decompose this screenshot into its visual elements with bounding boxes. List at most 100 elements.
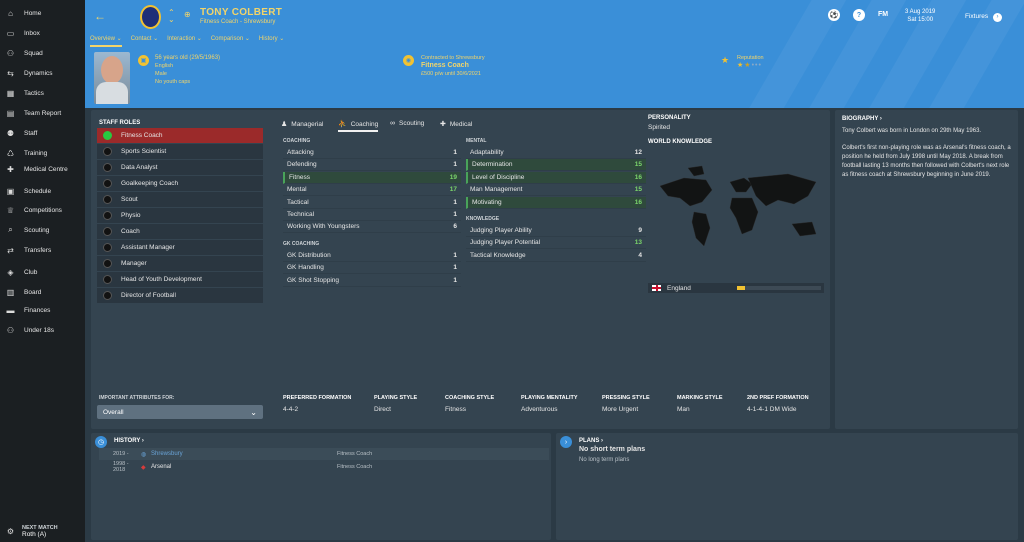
attribute-row[interactable]: Working With Youngsters 6 xyxy=(283,221,461,234)
dropdown-icon[interactable]: ⊕ xyxy=(184,10,191,19)
sidebar-item-label: Medical Centre xyxy=(24,165,68,173)
sidebar-item-club[interactable]: ◈ Club xyxy=(0,263,85,281)
sidebar-item-dynamics[interactable]: ⇆ Dynamics xyxy=(0,64,85,82)
attribute-row[interactable]: Defending 1 xyxy=(283,159,461,172)
fm-logo[interactable]: FM xyxy=(878,11,889,18)
biography-title[interactable]: BIOGRAPHY › xyxy=(842,116,882,122)
attribute-row[interactable]: Motivating 16 xyxy=(466,196,646,209)
tab-overview[interactable]: Overview ⌄ xyxy=(90,35,122,47)
country-name: England xyxy=(667,284,691,292)
chevron-up-down-icon[interactable]: ⌃ ⌄ xyxy=(168,8,175,24)
sidebar-item-inbox[interactable]: ▭ Inbox xyxy=(0,24,85,42)
sidebar-item-team-report[interactable]: ▤ Team Report xyxy=(0,104,85,122)
staff-role-row[interactable]: Fitness Coach xyxy=(97,128,263,143)
history-title[interactable]: HISTORY › xyxy=(114,438,144,444)
attribute-name: Tactical xyxy=(287,198,309,206)
attribute-row[interactable]: Technical 1 xyxy=(283,209,461,221)
important-attributes-select[interactable]: Overall ⌄ xyxy=(97,405,263,419)
sidebar-item-staff[interactable]: ⚉ Staff xyxy=(0,124,85,142)
sidebar-item-board[interactable]: ▥ Board xyxy=(0,283,85,301)
ball-icon[interactable]: ⚽ xyxy=(828,9,840,21)
attribute-row[interactable]: GK Distribution 1 xyxy=(283,250,461,262)
attribute-value: 13 xyxy=(634,239,642,247)
sidebar-item-competitions[interactable]: ♕ Competitions xyxy=(0,201,85,219)
tab-history[interactable]: History ⌄ xyxy=(258,36,285,42)
next-match-label: NEXT MATCH xyxy=(22,524,58,531)
fixtures-button[interactable]: Fixtures › xyxy=(965,13,1002,22)
staff-role-row[interactable]: Coach xyxy=(97,224,263,239)
world-map[interactable] xyxy=(648,160,828,260)
sidebar-item-squad[interactable]: ⚇ Squad xyxy=(0,44,85,62)
biography-paragraph-2: Colbert's first non-playing role was as … xyxy=(842,145,1011,178)
attribute-row[interactable]: Judging Player Ability 9 xyxy=(466,225,646,237)
role-status-icon xyxy=(103,179,112,188)
attribute-value: 15 xyxy=(634,186,642,194)
star-icon: ★ xyxy=(744,62,751,69)
plans-title[interactable]: PLANS › xyxy=(579,438,604,444)
biography-panel: BIOGRAPHY › Tony Colbert was born in Lon… xyxy=(835,110,1018,429)
attribute-row[interactable]: Attacking 1 xyxy=(283,147,461,159)
tab-interaction[interactable]: Interaction ⌄ xyxy=(167,36,202,42)
attribute-value: 16 xyxy=(634,173,642,181)
tab-scouting[interactable]: ∞ Scouting xyxy=(390,120,425,127)
staff-role-row[interactable]: Physio xyxy=(97,208,263,223)
staff-role-row[interactable]: Sports Scientist xyxy=(97,144,263,159)
attribute-row[interactable]: Tactical 1 xyxy=(283,197,461,209)
role-status-icon xyxy=(103,195,112,204)
help-icon[interactable]: ? xyxy=(853,9,865,21)
staff-role-row[interactable]: Assistant Manager xyxy=(97,240,263,255)
attribute-row[interactable]: GK Shot Stopping 1 xyxy=(283,275,461,287)
attribute-row[interactable]: Mental 17 xyxy=(283,184,461,197)
star-icon: ★ xyxy=(721,55,730,65)
sidebar-item-tactics[interactable]: ▦ Tactics xyxy=(0,84,85,102)
attribute-row[interactable]: Determination 15 xyxy=(466,159,646,172)
calendar-icon: ▣ xyxy=(138,55,149,66)
tab-contact[interactable]: Contact ⌄ xyxy=(130,36,159,42)
star-icon: • xyxy=(755,62,758,69)
sidebar-item-scouting[interactable]: ⌕ Scouting xyxy=(0,221,85,239)
attribute-row[interactable]: Man Management 15 xyxy=(466,184,646,197)
sidebar-item-schedule[interactable]: ▣ Schedule xyxy=(0,182,85,200)
next-match[interactable]: ⚙ NEXT MATCH Roth (A) xyxy=(0,520,85,542)
staff-role-row[interactable]: Scout xyxy=(97,192,263,207)
club-badge-icon[interactable] xyxy=(140,5,161,29)
style-item: PRESSING STYLE More Urgent xyxy=(602,395,650,413)
attribute-row[interactable]: Adaptability 12 xyxy=(466,147,646,159)
attribute-row[interactable]: GK Handling 1 xyxy=(283,262,461,275)
history-club[interactable]: Arsenal xyxy=(151,464,172,470)
tab-medical[interactable]: ✚ Medical xyxy=(440,120,473,129)
staff-role-row[interactable]: Head of Youth Development xyxy=(97,272,263,287)
attribute-row[interactable]: Judging Player Potential 13 xyxy=(466,237,646,250)
sidebar-item-training[interactable]: ♺ Training xyxy=(0,144,85,162)
back-arrow-icon[interactable]: ← xyxy=(94,9,106,23)
sidebar-item-transfers[interactable]: ⇄ Transfers xyxy=(0,241,85,259)
staff-role-row[interactable]: Goalkeeping Coach xyxy=(97,176,263,191)
contract-role: Fitness Coach xyxy=(421,62,469,69)
style-label: PLAYING STYLE xyxy=(374,395,418,401)
style-value: More Urgent xyxy=(602,406,639,413)
attribute-value: 4 xyxy=(638,251,642,259)
attribute-row[interactable]: Level of Discipline 16 xyxy=(466,171,646,184)
tab-comparison[interactable]: Comparison ⌄ xyxy=(210,36,250,42)
tab-managerial[interactable]: ♟ Managerial xyxy=(281,120,324,129)
attribute-row[interactable]: Fitness 19 xyxy=(283,171,461,184)
staff-role-row[interactable]: Data Analyst xyxy=(97,160,263,175)
sidebar-item-under-18s[interactable]: ⚇ Under 18s xyxy=(0,321,85,339)
history-row[interactable]: 1998 - 2018 ◆ Arsenal Fitness Coach xyxy=(99,461,549,473)
attribute-name: Mental xyxy=(287,186,307,194)
staff-role-row[interactable]: Manager xyxy=(97,256,263,271)
style-value: Adventurous xyxy=(521,406,558,413)
tab-coaching[interactable]: ⛹ Coaching xyxy=(338,120,379,132)
style-value: Fitness xyxy=(445,406,466,413)
history-club[interactable]: Shrewsbury xyxy=(151,451,183,457)
attribute-row[interactable]: Tactical Knowledge 4 xyxy=(466,250,646,262)
arrow-right-icon: › xyxy=(992,13,1002,22)
game-date[interactable]: 3 Aug 2019 Sat 15:00 xyxy=(905,8,935,24)
sidebar-item-home[interactable]: ⌂ Home xyxy=(0,4,85,22)
history-row[interactable]: 2019 - ◍ Shrewsbury Fitness Coach xyxy=(99,448,549,460)
staff-role-row[interactable]: Director of Football xyxy=(97,288,263,303)
role-label: Goalkeeping Coach xyxy=(121,180,179,187)
sidebar-item-finances[interactable]: ▬ Finances xyxy=(0,301,85,319)
sidebar-item-medical-centre[interactable]: ✚ Medical Centre xyxy=(0,160,85,178)
sidebar-item-label: Finances xyxy=(24,306,51,314)
